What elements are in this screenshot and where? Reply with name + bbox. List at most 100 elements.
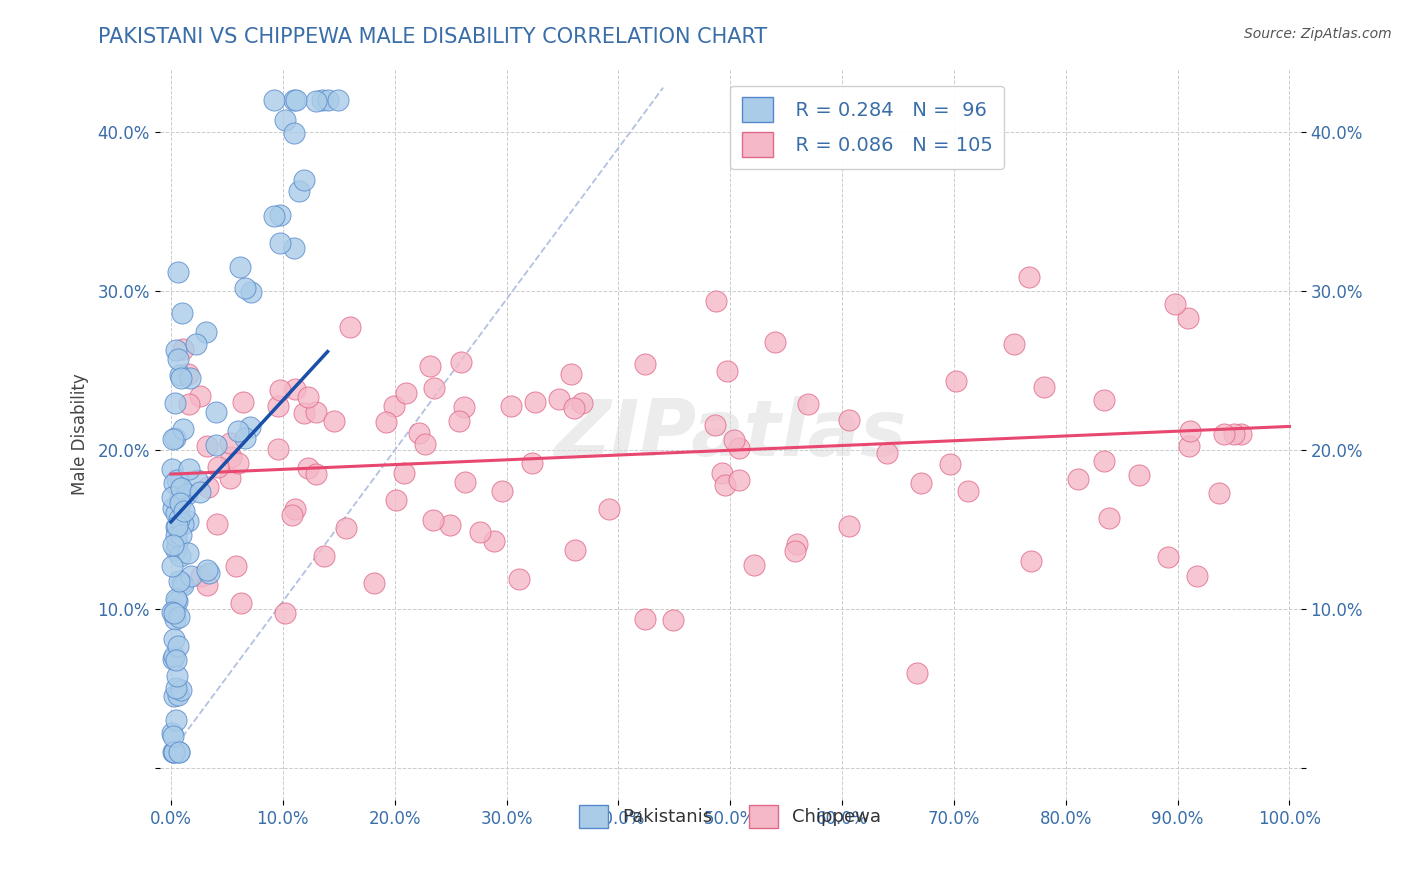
Point xyxy=(375,415,398,429)
Point xyxy=(634,357,657,371)
Point xyxy=(326,93,349,107)
Point xyxy=(714,477,737,491)
Point xyxy=(165,506,187,520)
Point xyxy=(392,466,415,480)
Point xyxy=(598,502,620,516)
Point xyxy=(422,513,444,527)
Point xyxy=(162,432,184,446)
Point xyxy=(160,461,183,475)
Point xyxy=(190,568,212,582)
Point xyxy=(283,93,305,107)
Point xyxy=(163,612,186,626)
Point xyxy=(172,490,194,504)
Point xyxy=(165,520,187,534)
Point xyxy=(176,546,198,560)
Point xyxy=(163,475,186,490)
Point xyxy=(419,359,441,373)
Point xyxy=(160,726,183,740)
Point xyxy=(560,367,582,381)
Point xyxy=(184,337,207,351)
Point xyxy=(163,607,186,621)
Point xyxy=(163,602,186,616)
Point xyxy=(166,518,188,533)
Point xyxy=(1213,427,1236,442)
Point xyxy=(167,610,190,624)
Point xyxy=(166,668,188,682)
Point xyxy=(177,515,200,529)
Point xyxy=(170,481,193,495)
Point xyxy=(339,320,361,334)
Point xyxy=(283,383,305,397)
Point xyxy=(177,461,200,475)
Point xyxy=(703,418,725,433)
Point xyxy=(172,517,194,532)
Point xyxy=(957,484,980,499)
Point xyxy=(167,688,190,702)
Point xyxy=(169,512,191,526)
Point xyxy=(335,521,357,535)
Point xyxy=(173,504,195,518)
Point xyxy=(205,516,228,531)
Point xyxy=(311,93,333,107)
Point xyxy=(172,306,194,320)
Point xyxy=(723,433,745,447)
Point xyxy=(763,334,786,349)
Point xyxy=(548,392,571,406)
Point xyxy=(204,405,226,419)
Point xyxy=(439,517,461,532)
Point xyxy=(162,538,184,552)
Point xyxy=(177,397,200,411)
Point xyxy=(195,578,218,592)
Point xyxy=(195,563,218,577)
Point xyxy=(1177,311,1199,326)
Point xyxy=(165,591,187,606)
Point xyxy=(263,209,285,223)
Point xyxy=(910,475,932,490)
Point xyxy=(292,173,315,187)
Point xyxy=(172,343,194,357)
Point xyxy=(228,260,250,274)
Point xyxy=(876,446,898,460)
Point xyxy=(1018,270,1040,285)
Point xyxy=(170,682,193,697)
Point xyxy=(167,746,190,760)
Point xyxy=(945,374,967,388)
Point xyxy=(283,126,305,140)
Point xyxy=(305,95,328,109)
Point xyxy=(263,93,285,107)
Text: Source: ZipAtlas.com: Source: ZipAtlas.com xyxy=(1244,27,1392,41)
Point xyxy=(1223,427,1246,442)
Point xyxy=(292,406,315,420)
Point xyxy=(508,572,530,586)
Point xyxy=(1185,569,1208,583)
Point xyxy=(186,473,208,487)
Point xyxy=(305,405,328,419)
Point xyxy=(1128,468,1150,483)
Point xyxy=(1157,549,1180,564)
Point xyxy=(382,399,405,413)
Point xyxy=(195,325,218,339)
Point xyxy=(165,681,187,695)
Point xyxy=(160,605,183,619)
Point xyxy=(160,558,183,573)
Point xyxy=(571,396,593,410)
Point xyxy=(287,184,309,198)
Legend: Pakistanis, Chippewa: Pakistanis, Chippewa xyxy=(572,797,889,835)
Point xyxy=(305,467,328,482)
Point xyxy=(169,549,191,564)
Point xyxy=(491,483,513,498)
Point xyxy=(1066,472,1088,486)
Point xyxy=(240,285,263,299)
Point xyxy=(1002,336,1025,351)
Point xyxy=(1098,511,1121,525)
Point xyxy=(413,437,436,451)
Point xyxy=(408,425,430,440)
Point xyxy=(269,235,291,250)
Point xyxy=(280,508,302,522)
Point xyxy=(226,424,249,438)
Point xyxy=(165,343,187,357)
Point xyxy=(786,537,808,551)
Point xyxy=(449,414,471,428)
Point xyxy=(564,543,586,558)
Point xyxy=(523,394,546,409)
